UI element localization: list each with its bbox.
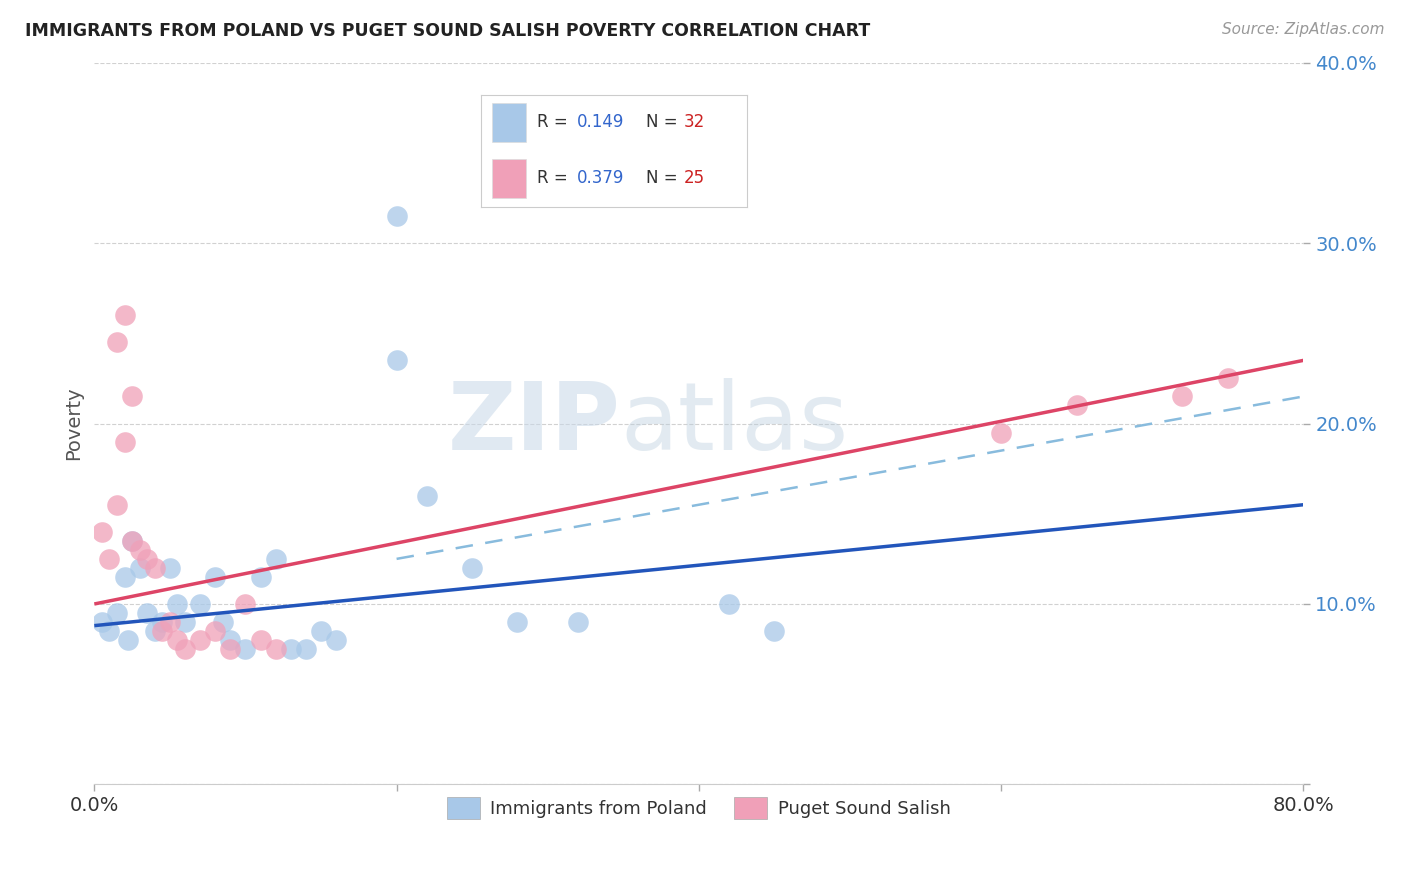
- Point: [295, 642, 318, 657]
- Point: [136, 606, 159, 620]
- Point: [264, 552, 287, 566]
- Point: [235, 597, 257, 611]
- Point: [309, 624, 332, 638]
- Point: [159, 561, 181, 575]
- Point: [117, 633, 139, 648]
- Point: [105, 335, 128, 350]
- Point: [188, 597, 211, 611]
- Point: [235, 642, 257, 657]
- Point: [219, 642, 242, 657]
- Point: [211, 615, 233, 629]
- Point: [90, 524, 112, 539]
- Point: [136, 552, 159, 566]
- Point: [506, 615, 529, 629]
- Point: [150, 624, 173, 638]
- Point: [461, 561, 484, 575]
- Point: [114, 434, 136, 449]
- Point: [98, 624, 121, 638]
- Point: [718, 597, 741, 611]
- Point: [219, 633, 242, 648]
- Point: [121, 533, 143, 548]
- Point: [90, 615, 112, 629]
- Point: [174, 642, 197, 657]
- Point: [159, 615, 181, 629]
- Point: [174, 615, 197, 629]
- Point: [114, 570, 136, 584]
- Point: [114, 308, 136, 322]
- Point: [128, 561, 150, 575]
- Point: [204, 624, 226, 638]
- Point: [121, 533, 143, 548]
- Point: [1066, 399, 1088, 413]
- Point: [763, 624, 786, 638]
- Text: atlas: atlas: [620, 377, 848, 469]
- Point: [1171, 389, 1194, 403]
- Point: [105, 606, 128, 620]
- Point: [166, 597, 188, 611]
- Point: [416, 489, 439, 503]
- Point: [188, 633, 211, 648]
- Text: ZIP: ZIP: [447, 377, 620, 469]
- Point: [105, 498, 128, 512]
- Text: IMMIGRANTS FROM POLAND VS PUGET SOUND SALISH POVERTY CORRELATION CHART: IMMIGRANTS FROM POLAND VS PUGET SOUND SA…: [25, 22, 870, 40]
- Point: [385, 353, 408, 368]
- Point: [143, 561, 166, 575]
- Point: [143, 624, 166, 638]
- Point: [204, 570, 226, 584]
- Point: [128, 542, 150, 557]
- Point: [280, 642, 302, 657]
- Point: [121, 389, 143, 403]
- Point: [166, 633, 188, 648]
- Point: [264, 642, 287, 657]
- Y-axis label: Poverty: Poverty: [65, 387, 83, 460]
- Text: Source: ZipAtlas.com: Source: ZipAtlas.com: [1222, 22, 1385, 37]
- Point: [249, 633, 271, 648]
- Point: [990, 425, 1012, 440]
- Point: [249, 570, 271, 584]
- Point: [385, 209, 408, 223]
- Point: [150, 615, 173, 629]
- Point: [567, 615, 589, 629]
- Point: [98, 552, 121, 566]
- Legend: Immigrants from Poland, Puget Sound Salish: Immigrants from Poland, Puget Sound Sali…: [440, 789, 957, 826]
- Point: [325, 633, 347, 648]
- Point: [1216, 371, 1239, 385]
